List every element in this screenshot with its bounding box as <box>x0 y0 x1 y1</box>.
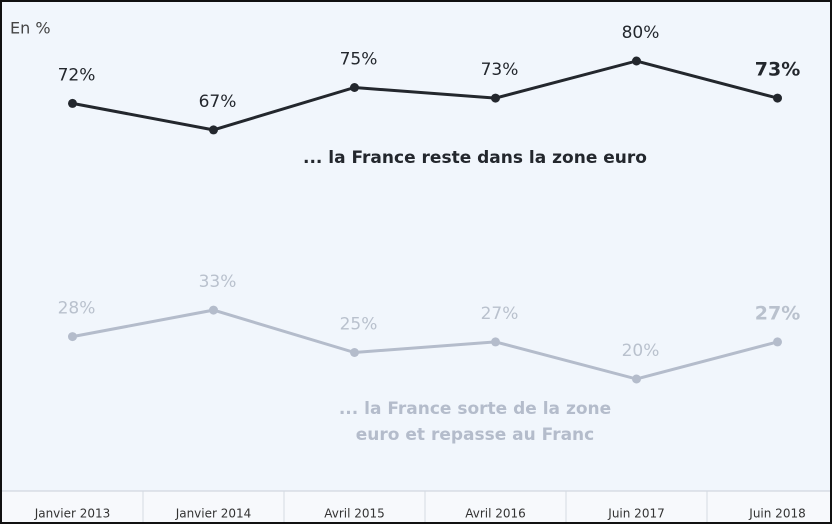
series-label: ... la France sorte de la zone euro et r… <box>338 399 612 445</box>
data-point <box>350 348 359 357</box>
value-label: 25% <box>340 315 378 335</box>
data-point <box>209 305 218 315</box>
axis-band <box>2 491 830 522</box>
value-label: 67% <box>199 92 237 112</box>
data-point <box>773 93 782 103</box>
data-point <box>491 93 500 103</box>
data-point <box>632 56 641 66</box>
x-tick-label: Janvier 2013 <box>34 507 111 521</box>
value-label: 27% <box>481 304 519 324</box>
data-point <box>491 337 500 347</box>
unit-label: En % <box>10 19 51 38</box>
value-label: 80% <box>622 23 660 43</box>
data-point <box>632 374 641 384</box>
series-line <box>72 308 778 381</box>
value-label: 28% <box>58 299 96 319</box>
series-line <box>72 59 778 132</box>
value-label: 73% <box>481 60 519 80</box>
data-point <box>773 337 782 347</box>
value-label: 75% <box>340 50 378 70</box>
x-tick-label: Avril 2016 <box>465 507 526 521</box>
value-label: 33% <box>199 272 237 292</box>
data-point <box>68 332 77 342</box>
data-point <box>68 98 77 108</box>
x-tick-label: Juin 2017 <box>607 507 664 521</box>
x-tick-label: Avril 2015 <box>324 507 385 521</box>
value-label: 72% <box>58 65 96 85</box>
value-label: 20% <box>622 341 660 361</box>
x-tick-label: Janvier 2014 <box>175 507 252 521</box>
data-point <box>350 83 359 92</box>
series-label: ... la France reste dans la zone euro <box>303 148 647 168</box>
value-label: 73% <box>755 59 800 81</box>
x-tick-label: Juin 2018 <box>748 507 805 521</box>
data-point <box>209 125 218 135</box>
value-label: 27% <box>755 302 800 324</box>
